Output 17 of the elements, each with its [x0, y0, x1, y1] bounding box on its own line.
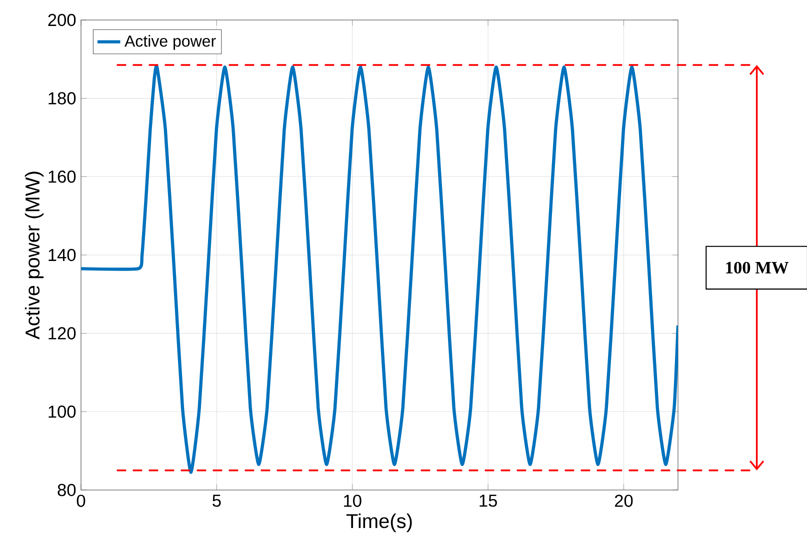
x-tick-label: 10	[344, 494, 362, 507]
y-tick-label: 140	[48, 248, 76, 262]
line-series	[81, 65, 678, 474]
y-axis-title: Active power (MW)	[24, 172, 44, 340]
y-tick-label: 180	[48, 92, 76, 104]
y-tick-label: 100	[48, 406, 76, 418]
x-tick-label: 20	[614, 494, 633, 507]
legend-label: Active power	[124, 35, 216, 50]
y-tick-label: 200	[48, 14, 76, 26]
x-axis-title: Time(s)	[346, 513, 412, 532]
y-tick-label: 160	[48, 170, 76, 183]
text: 100 MW	[726, 262, 789, 274]
x-tick-label: 0	[76, 494, 86, 507]
x-tick-label: 15	[480, 494, 497, 507]
y-tick-label: 80	[58, 484, 76, 496]
x-tick-label: 5	[212, 494, 221, 507]
y-tick-label: 120	[48, 327, 76, 340]
